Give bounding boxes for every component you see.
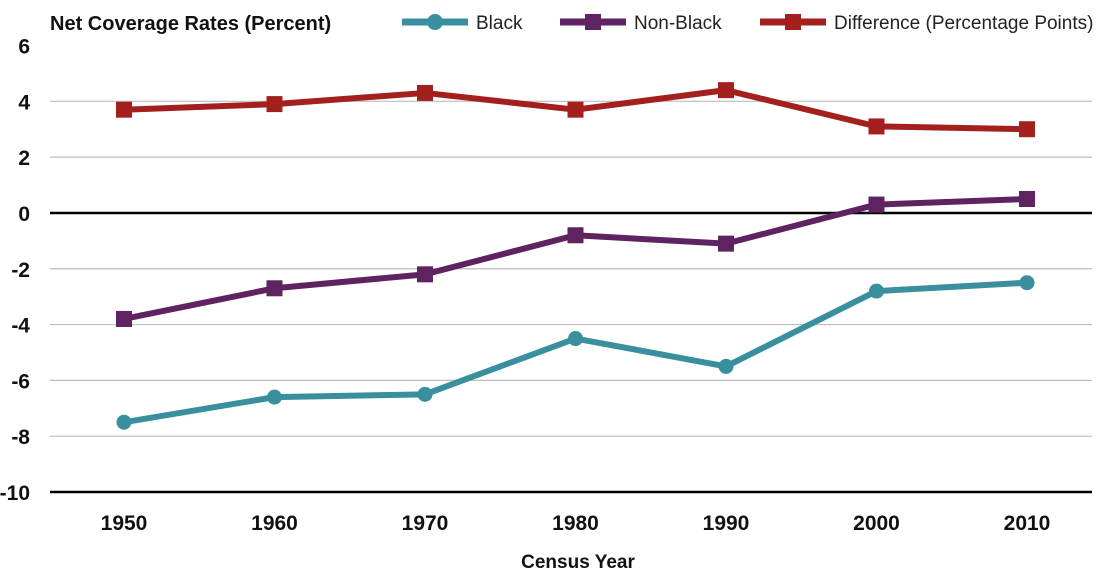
y-tick-label: -6 [11,370,30,393]
legend: Black Non-Black Difference (Percentage Poi… [402,13,1093,34]
y-tick-label: 6 [18,36,30,59]
gridlines [50,100,1092,494]
y-tick-label: -2 [11,259,30,282]
data-point [116,310,132,327]
series-black [116,275,1035,430]
data-point [869,283,884,299]
series-line [121,279,1030,426]
data-point [568,331,583,347]
data-point [417,84,433,101]
data-point [567,101,584,118]
legend-item: Black [402,13,523,34]
data-point [266,96,283,113]
y-tick-label: 4 [18,91,30,114]
data-point [1019,190,1035,207]
data-point [266,280,283,297]
y-tick-label: -8 [11,426,30,449]
data-point [417,266,433,283]
series-difference-percentage-points [116,82,1035,138]
y-tick-label: 0 [18,203,30,226]
x-tick-label: 1970 [402,512,449,535]
data-point [267,389,282,405]
x-tick-label: 1950 [101,512,148,535]
x-axis-ticks: 1950 1960 1970 1980 1990 2000 2010 [101,512,1051,535]
series-line [121,195,1030,322]
data-point [1019,275,1035,291]
legend-marker [427,14,443,30]
x-tick-label: 1980 [552,512,599,535]
x-axis-label: Census Year [521,552,635,573]
x-tick-label: 1990 [703,512,750,535]
y-tick-label: -10 [0,482,30,505]
data-point [868,196,885,213]
x-tick-label: 2000 [853,512,900,535]
x-tick-label: 1960 [251,512,298,535]
x-tick-label: 2010 [1004,512,1051,535]
y-tick-label: 2 [18,147,30,170]
data-point [718,358,734,374]
data-point [116,414,132,430]
data-point [718,235,734,252]
data-point [868,118,885,135]
series-non-black [116,190,1035,327]
chart-title: Net Coverage Rates (Percent) [50,13,331,35]
data-point [718,82,734,99]
legend-label: Black [476,13,523,34]
y-tick-label: -4 [11,315,30,338]
y-axis-ticks: 6 4 2 0 -2 -4 -6 -8 -10 [0,36,30,506]
series-group [116,82,1035,430]
legend-item: Non-Black [560,13,722,34]
legend-marker [785,14,801,30]
data-point [417,386,433,402]
legend-label: Non-Black [634,13,722,34]
data-point [1019,121,1035,138]
data-point [567,227,584,244]
legend-marker [585,14,601,30]
data-point [116,101,132,118]
legend-label: Difference (Percentage Points) [834,13,1093,34]
legend-item: Difference (Percentage Points) [760,13,1093,34]
